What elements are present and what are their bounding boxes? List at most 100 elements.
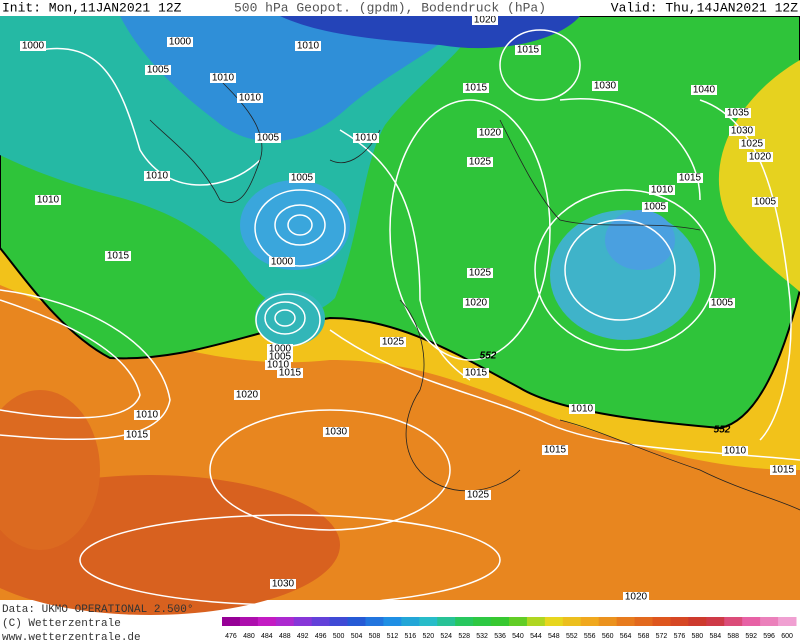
isobar-label-bg	[295, 41, 321, 51]
isobar-label-bg	[722, 446, 748, 456]
isobar-label: 1020	[625, 592, 648, 603]
isobar-label-bg	[542, 445, 568, 455]
colorbar-label: 596	[763, 633, 775, 640]
isobar-label-bg	[105, 251, 131, 261]
isobar-label-bg	[353, 133, 379, 143]
isobar-label-bg	[739, 139, 765, 149]
colorbar: 476 480 484 488 492 496 500 504 508 512 516 520 524 5…	[222, 617, 797, 640]
isobar-label-bg	[465, 490, 491, 500]
isobar-label: 1020	[474, 15, 497, 26]
isobar-label-bg	[380, 337, 406, 347]
colorbar-swatch	[437, 617, 456, 626]
isobar-label: 1030	[731, 126, 754, 137]
colorbar-label: 492	[297, 633, 309, 640]
isobar-label: 1015	[465, 83, 488, 94]
header-bar	[0, 0, 800, 16]
isobar-label: 1020	[236, 390, 259, 401]
colorbar-label: 584	[709, 633, 721, 640]
isobar-label: 1000	[269, 344, 292, 355]
isobar-label-bg	[463, 368, 489, 378]
isobar-label-bg	[124, 430, 150, 440]
isobar-label-bg	[167, 37, 193, 47]
colorbar-label: 532	[476, 633, 488, 640]
isobar-label-bg	[35, 195, 61, 205]
isobar-label: 1040	[693, 85, 716, 96]
isobar-label: 1005	[754, 197, 777, 208]
warm-region	[0, 390, 100, 550]
isobar-label: 1025	[467, 490, 490, 501]
isobar-label-bg	[677, 173, 703, 183]
isobar-label: 552	[480, 351, 497, 362]
colorbar-label: 536	[494, 633, 506, 640]
isobar-label-bg	[267, 352, 293, 362]
isobar-label: 1010	[146, 171, 169, 182]
colorbar-swatch	[257, 617, 277, 626]
coastlines	[149, 79, 800, 511]
data-source: Data: UKMO OPERATIONAL 2.500°	[2, 604, 193, 616]
colorbar-swatch	[491, 617, 510, 626]
isobar-label-bg	[265, 360, 291, 370]
isobar-label: 1015	[126, 430, 149, 441]
isobar-label: 1010	[297, 41, 320, 52]
colorbar-label: 512	[387, 633, 399, 640]
colorbar-label: 548	[548, 633, 560, 640]
colorbar-label: 552	[566, 633, 578, 640]
colorbar-label: 556	[584, 633, 596, 640]
isobar-label-bg	[463, 298, 489, 308]
isobar-label: 1010	[212, 73, 235, 84]
colorbar-label: 520	[422, 633, 434, 640]
colorbar-label: 572	[656, 633, 668, 640]
colorbar-label: 476	[225, 633, 237, 640]
isobar-label-bg	[237, 93, 263, 103]
isobar-label-bg	[467, 268, 493, 278]
isobar-label-bg	[277, 368, 303, 378]
colorbar-swatch	[670, 617, 689, 626]
isobar-label: 1005	[257, 133, 280, 144]
isobar-label-bg	[709, 298, 735, 308]
colorbar-swatch	[742, 617, 761, 626]
colorbar-label: 524	[440, 633, 452, 640]
colorbar-label: 540	[512, 633, 524, 640]
isobar-label-bg	[725, 108, 751, 118]
isobar-label-bg	[592, 81, 618, 91]
isobar-label-bg	[234, 390, 260, 400]
isobar-label-bg	[270, 579, 296, 589]
isobar-label: 1010	[37, 195, 60, 206]
colorbar-label: 592	[745, 633, 757, 640]
isobar-label-bg	[515, 45, 541, 55]
isobar-label: 1015	[107, 251, 130, 262]
isobar-label: 1005	[711, 298, 734, 309]
isobar-label: 1015	[465, 368, 488, 379]
isobar-label-bg	[477, 128, 503, 138]
copyright: (C) Wetterzentrale	[2, 618, 121, 630]
isobar-label: 1015	[279, 368, 302, 379]
colorbar-label: 576	[674, 633, 686, 640]
colorbar-label: 564	[620, 633, 632, 640]
colorbar-label: 560	[602, 633, 614, 640]
isobar-label: 1010	[355, 133, 378, 144]
isobar-label: 1010	[724, 446, 747, 457]
colorbar-swatch	[778, 617, 797, 626]
website: www.wetterzentrale.de	[2, 632, 141, 642]
isobar-label: 1000	[271, 257, 294, 268]
isobar-label: 1025	[741, 139, 764, 150]
isobar-label: 1035	[727, 108, 750, 119]
isobar-label-bg	[691, 85, 717, 95]
colorbar-swatch	[509, 617, 528, 626]
colorbar-swatch	[293, 617, 313, 626]
isobar-label: 1005	[269, 352, 292, 363]
colorbar-swatch	[329, 617, 349, 626]
colorbar-label: 500	[333, 633, 345, 640]
isobar-label-bg	[770, 465, 796, 475]
colorbar-swatch	[652, 617, 671, 626]
low-center	[240, 180, 350, 270]
colorbar-swatch	[616, 617, 636, 626]
isobar-label-bg	[134, 410, 160, 420]
colorbar-label: 504	[351, 633, 363, 640]
colorbar-swatch	[706, 617, 725, 626]
isobar-label-bg	[623, 592, 649, 602]
isobar-label: 1000	[22, 41, 45, 52]
isobar-label-bg	[267, 344, 293, 354]
